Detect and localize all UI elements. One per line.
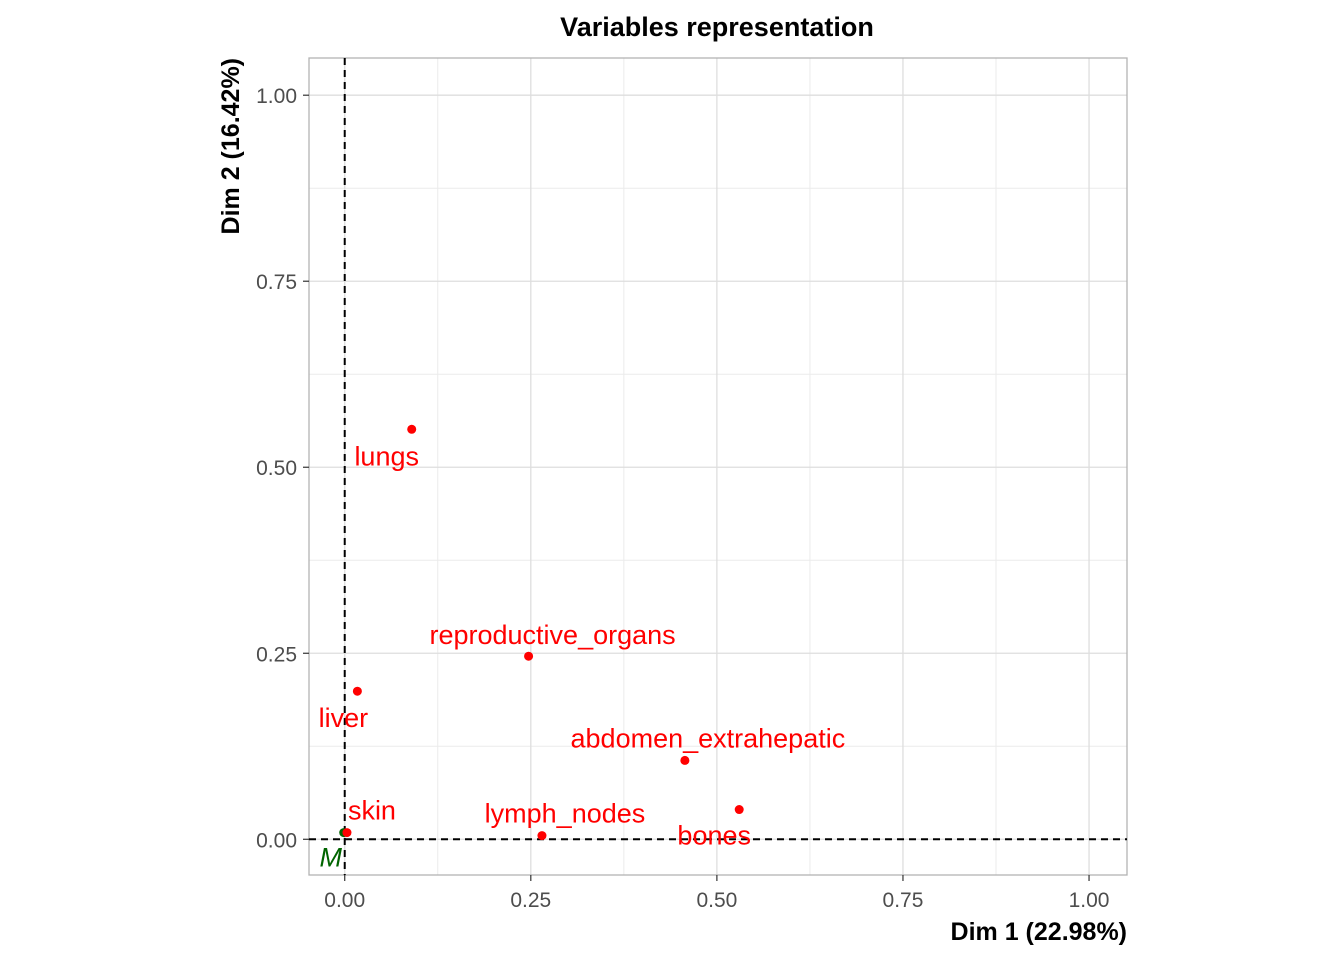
point-label-reproductive_organs: reproductive_organs xyxy=(429,620,675,650)
point-lungs xyxy=(407,424,417,434)
x-tick-label: 0.25 xyxy=(510,889,551,912)
x-tick-label: 0.50 xyxy=(696,889,737,912)
point-liver xyxy=(352,686,362,696)
point-lymph_nodes xyxy=(537,831,547,841)
x-tick-label: 0.75 xyxy=(883,889,924,912)
point-label-M: M xyxy=(319,843,342,873)
y-tick-label: 0.00 xyxy=(256,829,297,852)
point-reproductive_organs xyxy=(524,651,534,661)
y-tick-label: 0.25 xyxy=(256,643,297,666)
point-label-liver: liver xyxy=(319,703,369,733)
point-label-abdomen_extrahepatic: abdomen_extrahepatic xyxy=(571,723,846,753)
point-label-skin: skin xyxy=(348,796,396,826)
chart-title: Variables representation xyxy=(560,12,874,42)
y-tick-label: 0.75 xyxy=(256,271,297,294)
point-bones xyxy=(734,805,744,815)
plot-border xyxy=(308,57,1128,876)
x-tick-label: 1.00 xyxy=(1069,889,1110,912)
point-abdomen_extrahepatic xyxy=(680,755,690,765)
y-axis-label: Dim 2 (16.42%) xyxy=(217,58,245,234)
point-label-bones: bones xyxy=(677,821,751,851)
point-label-lymph_nodes: lymph_nodes xyxy=(485,799,646,829)
x-tick-label: 0.00 xyxy=(324,889,365,912)
x-axis-label: Dim 1 (22.98%) xyxy=(951,918,1127,946)
reference-lines xyxy=(309,58,1127,875)
y-tick-label: 0.50 xyxy=(256,457,297,480)
point-label-lungs: lungs xyxy=(354,441,419,471)
y-tick-label: 1.00 xyxy=(256,85,297,108)
point-skin xyxy=(342,828,352,838)
axis-ticks: 0.00 0.25 0.50 0.75 1.00 0.00 0.25 0.50 0.75 1.00 xyxy=(256,85,1109,912)
